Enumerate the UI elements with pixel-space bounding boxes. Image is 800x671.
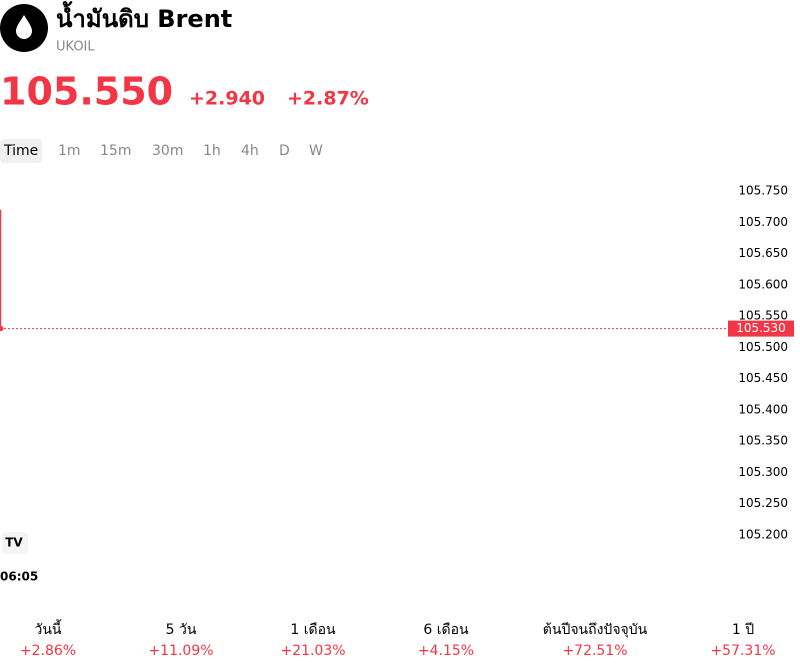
y-tick-label: 105.600 [738,277,788,291]
interval-tab[interactable]: 4h [241,143,259,159]
interval-tab[interactable]: 15m [100,143,131,159]
drop-icon [16,15,32,39]
interval-tab[interactable]: 30m [152,143,183,159]
change-percent: +2.87% [287,88,369,110]
interval-tab[interactable]: Time [3,143,38,159]
perf-value: +57.31% [710,643,775,659]
interval-tab[interactable]: 1m [58,143,81,159]
perf-label: 1 เดือน [290,622,336,638]
logo-box [2,532,28,554]
last-price-badge [728,320,794,337]
change: +2.940 [189,88,265,110]
y-tick-label: 105.350 [738,434,788,448]
perf-value: +11.09% [148,643,213,659]
title: น้ำมันดิบ Brent [56,0,232,33]
y-tick-label: 105.750 [738,184,788,198]
perf-value: +72.51% [562,643,627,659]
y-tick-label: 105.300 [738,465,788,479]
y-tick-label: 105.700 [738,215,788,229]
active-tab [0,139,42,163]
symbol: UKOIL [56,40,95,55]
perf-value: +4.15% [418,643,474,659]
last-price-label: 105.530 [736,321,786,335]
x-tick-label: 06:05 [0,570,38,584]
interval-tab[interactable]: W [309,143,323,159]
y-tick-label: 105.500 [738,340,788,354]
y-tick-label: 105.250 [738,496,788,510]
perf-label: 1 ปี [732,622,754,638]
interval-tab[interactable]: 1h [203,143,221,159]
perf-value: +21.03% [280,643,345,659]
price: 105.550 [0,70,173,114]
perf-label: 5 วัน [166,622,197,638]
last-price-dot [0,326,4,332]
perf-label: วันนี้ [34,619,62,638]
logo: TV [5,536,23,550]
y-tick-label: 105.450 [738,371,788,385]
y-tick-label: 105.200 [738,527,788,541]
y-tick-label: 105.650 [738,246,788,260]
y-tick-label: 105.400 [738,402,788,416]
perf-value: +2.86% [20,643,76,659]
perf-label: ต้นปีจนถึงปัจจุบัน [543,622,648,638]
interval-tab[interactable]: D [279,143,290,159]
y-tick-label: 105.550 [738,309,788,323]
perf-label: 6 เดือน [423,622,469,638]
